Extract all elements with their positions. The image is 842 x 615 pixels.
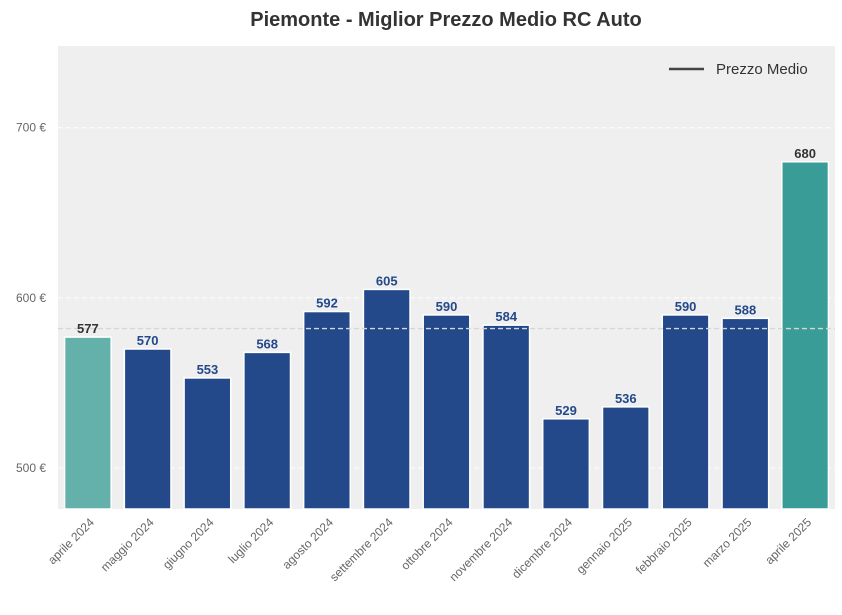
bar [243, 351, 292, 510]
legend-label: Prezzo Medio [716, 61, 808, 78]
x-tick-label: maggio 2024 [98, 515, 157, 574]
bar-value-label: 605 [376, 273, 398, 288]
x-tick-label: settembre 2024 [327, 515, 396, 584]
x-tick-label: aprile 2025 [762, 515, 814, 567]
bar [362, 288, 411, 510]
x-tick-label: agosto 2024 [279, 515, 336, 572]
bar-value-label: 590 [675, 299, 697, 314]
bar [63, 336, 112, 510]
chart-title: Piemonte - Miglior Prezzo Medio RC Auto [250, 9, 641, 31]
x-tick-label: dicembre 2024 [509, 515, 575, 581]
y-tick-label: 700 € [16, 121, 46, 135]
x-axis: aprile 2024 maggio 2024 giugno 2024 luglio … [45, 515, 814, 584]
bar-value-label: 570 [137, 333, 159, 348]
bar [721, 317, 770, 510]
x-tick-label: febbraio 2025 [633, 515, 695, 577]
bar-value-label: 536 [615, 391, 637, 406]
bars [63, 161, 830, 510]
x-tick-label: giugno 2024 [160, 515, 217, 572]
data-labels: 577 570 553 568 592 605 590 584 529 536 590 588 680 [77, 146, 816, 418]
x-tick-label: ottobre 2024 [398, 515, 456, 573]
bar [123, 348, 172, 510]
y-axis: 500 € 600 € 700 € [16, 121, 46, 475]
y-tick-label: 600 € [16, 291, 46, 305]
x-tick-label: aprile 2024 [45, 515, 97, 567]
x-tick-label: marzo 2025 [700, 515, 755, 570]
bar-value-label: 680 [794, 146, 816, 161]
bar [541, 418, 591, 510]
bar [482, 324, 531, 510]
bar [781, 161, 830, 510]
bar [422, 314, 471, 510]
bar-value-label: 553 [197, 362, 219, 377]
bar [183, 377, 232, 510]
bar-value-label: 590 [436, 299, 458, 314]
bar-value-label: 588 [734, 302, 756, 317]
bar-value-label: 584 [495, 309, 517, 324]
x-tick-label: gennaio 2025 [574, 515, 636, 577]
bar-value-label: 592 [316, 296, 338, 311]
x-tick-label: luglio 2024 [225, 515, 276, 566]
bar-value-label: 577 [77, 321, 99, 336]
legend: Prezzo Medio [669, 61, 808, 78]
y-tick-label: 500 € [16, 461, 46, 475]
bar [302, 310, 352, 510]
bar [601, 406, 650, 510]
bar [661, 314, 710, 510]
bar-value-label: 529 [555, 403, 577, 418]
bar-value-label: 568 [256, 336, 278, 351]
x-tick-label: novembre 2024 [447, 515, 516, 584]
